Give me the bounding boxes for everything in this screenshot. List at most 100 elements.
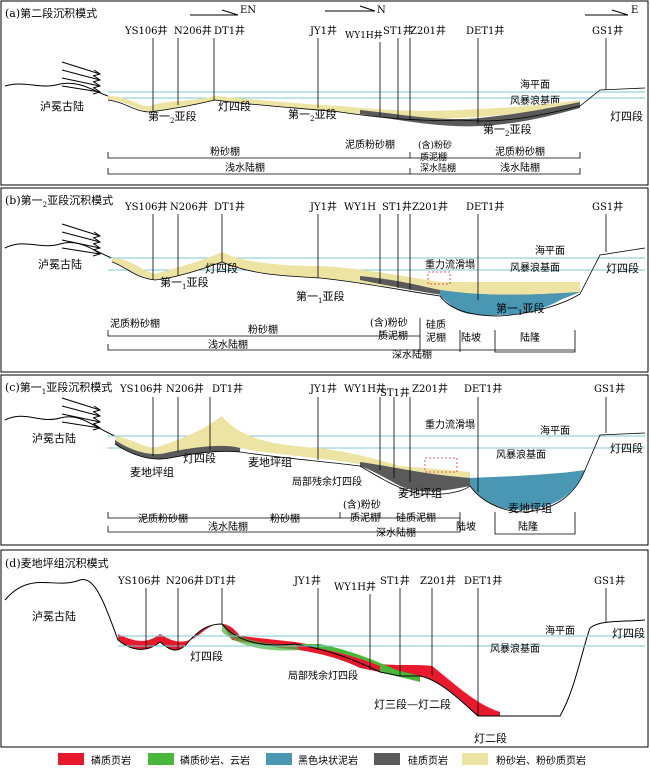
- gravity-flow-box: [427, 271, 451, 285]
- subunit-label: 第一2亚段: [288, 107, 336, 123]
- well-label: ST1井: [380, 574, 410, 587]
- panel-d: (d)麦地坪组沉积模式 泸冕古陆 海平面 风暴浪基面 YS106井 N206井 …: [0, 549, 649, 748]
- legend-swatch: [374, 753, 400, 765]
- well-label: N206井: [174, 24, 212, 37]
- formation-label: 局部残余灯四段: [292, 475, 362, 488]
- well-label: DT1井: [205, 574, 236, 587]
- well-label: JY1井: [309, 24, 337, 37]
- well-label: ST1井: [382, 200, 412, 213]
- legend-label: 粉砂岩、粉砂质页岩: [496, 754, 586, 767]
- formation-label: 灯三段—灯二段: [374, 697, 451, 711]
- facies-label: (含)粉砂: [370, 316, 408, 329]
- legend-swatch: [462, 753, 488, 765]
- well-label: DT1井: [212, 382, 243, 395]
- facies-label: 质泥棚: [420, 151, 447, 163]
- legend-swatch: [148, 753, 174, 765]
- facies-label: 陆隆: [518, 520, 538, 533]
- well-label: DET1井: [464, 574, 502, 587]
- phosphatic-sandstone-layer: [222, 624, 300, 651]
- well-label: Z201井: [412, 200, 448, 213]
- formation-label: 麦地坪组: [130, 465, 174, 479]
- sea-level-label: 海平面: [540, 424, 570, 437]
- legend-label: 硅质页岩: [408, 754, 448, 767]
- facies-label: 泥质粉砂棚: [138, 512, 188, 525]
- facies-label: 浅水陆棚: [208, 520, 248, 533]
- subunit-label: 第一1亚段: [160, 275, 208, 291]
- legend: 磷质页岩 磷质砂岩、云岩 黑色块状泥岩 硅质页岩 粉砂岩、粉砂质页岩: [58, 753, 586, 767]
- subunit-label: 第一2亚段: [148, 109, 196, 125]
- formation-label: 麦地坪组: [248, 455, 292, 469]
- well-label: WY1H井: [334, 580, 376, 593]
- facies-label: 深水陆棚: [392, 348, 432, 361]
- well-label: DET1井: [466, 200, 504, 213]
- wind-arrows-icon: [61, 223, 102, 257]
- panel-a-directions: EN N E: [190, 5, 638, 16]
- siliceous-shale-layer: [360, 102, 580, 127]
- paleoland-surface: [4, 82, 109, 97]
- facies-label: 粉砂棚: [248, 323, 278, 336]
- facies-label: 浅水陆棚: [208, 338, 248, 351]
- formation-label: 麦地坪组: [508, 501, 552, 515]
- well-label: ST1井: [380, 386, 410, 399]
- unit-label: 灯四段: [610, 441, 643, 455]
- well-label: GS1井: [592, 24, 623, 37]
- well-label: WY1H井: [344, 382, 386, 395]
- gravity-flow-label: 重力流滑塌: [425, 258, 475, 271]
- facies-bracket: [107, 512, 576, 535]
- legend-swatch: [58, 753, 84, 765]
- unit-label: 灯四段: [218, 99, 251, 113]
- paleoland-label: 泸冕古陆: [40, 99, 84, 113]
- well-label: YS106井: [119, 382, 163, 395]
- black-mudstone-layer: [470, 470, 585, 510]
- facies-label: 粉砂棚: [270, 512, 300, 525]
- legend-label: 黑色块状泥岩: [298, 754, 358, 767]
- well-label: GS1井: [594, 382, 625, 395]
- direction-n: N: [377, 5, 386, 16]
- facies-bracket: [107, 152, 581, 175]
- panel-d-title: (d)麦地坪组沉积模式: [5, 556, 109, 570]
- subunit-label: 第一1亚段: [496, 301, 544, 317]
- paleoland-label: 泸冕古陆: [32, 431, 76, 445]
- direction-arrow-icon: [190, 9, 239, 16]
- facies-label: (含)粉砂: [418, 139, 452, 151]
- well-label: DT1井: [214, 200, 245, 213]
- panel-d-frame: [0, 549, 649, 748]
- facies-label: (含)粉砂: [343, 498, 381, 511]
- storm-base-label: 风暴浪基面: [490, 642, 540, 655]
- wind-arrows-icon: [61, 61, 102, 95]
- facies-label: 粉砂棚: [210, 145, 240, 158]
- panel-b-wells: YS106井 N206井 DT1井 JY1井 WY1H ST1井 Z201井 D…: [124, 200, 623, 300]
- panel-b-title: (b)第一2亚段沉积模式: [5, 193, 113, 209]
- facies-label: 陆坡: [456, 520, 476, 533]
- unit-label: 灯四段: [606, 261, 639, 275]
- well-label: WY1H井: [345, 29, 383, 41]
- well-label: WY1H: [344, 202, 376, 213]
- unit-label: 灯四段: [205, 261, 238, 275]
- panel-a-wells: YS106井 N206井 DT1井 JY1井 WY1H井 ST1井 Z201井 …: [124, 24, 623, 124]
- basement-surface: [114, 432, 646, 513]
- facies-label: 陆坡: [461, 331, 481, 344]
- facies-label: 深水陆棚: [376, 526, 416, 539]
- facies-label: 质泥棚: [350, 511, 380, 524]
- facies-bracket: [107, 318, 576, 353]
- facies-label: 泥质粉砂棚: [345, 138, 395, 151]
- well-label: JY1井: [293, 574, 321, 587]
- legend-label: 磷质砂岩、云岩: [180, 754, 250, 767]
- facies-label: 深水陆棚: [420, 162, 456, 174]
- gravity-flow-box: [424, 457, 458, 473]
- facies-label: 陆隆: [520, 331, 540, 344]
- well-label: Z201井: [420, 574, 456, 587]
- well-label: ST1井: [383, 24, 413, 37]
- storm-base-label: 风暴浪基面: [496, 448, 546, 461]
- facies-label: 泥棚: [426, 331, 446, 344]
- well-label: DET1井: [466, 24, 504, 37]
- facies-label: 硅质泥棚: [396, 511, 436, 524]
- well-label: DET1井: [464, 382, 502, 395]
- well-label: GS1井: [594, 574, 625, 587]
- panel-a-title: (a)第二段沉积模式: [5, 6, 97, 20]
- subunit-label: 第一2亚段: [483, 122, 531, 138]
- unit-label: 灯四段: [190, 649, 223, 663]
- well-label: N206井: [166, 574, 204, 587]
- sea-level-label: 海平面: [535, 244, 565, 257]
